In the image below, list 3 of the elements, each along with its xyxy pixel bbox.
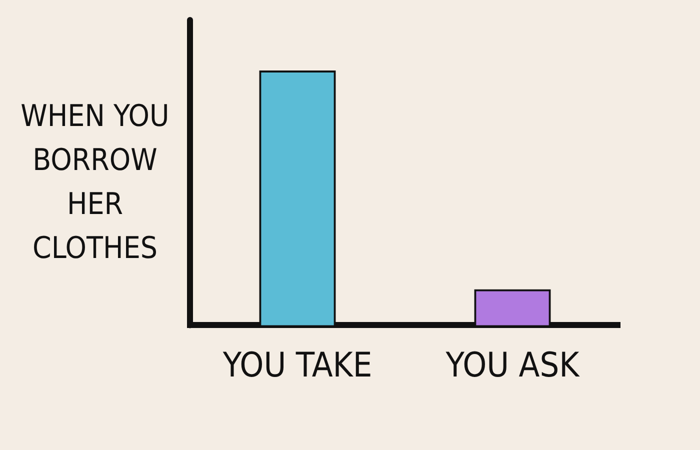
x-tick-label: YOU ASK bbox=[444, 345, 580, 386]
x-tick-label: YOU TAKE bbox=[222, 345, 372, 386]
y-axis-title: WHEN YOU BORROW HER CLOTHES bbox=[20, 98, 170, 268]
